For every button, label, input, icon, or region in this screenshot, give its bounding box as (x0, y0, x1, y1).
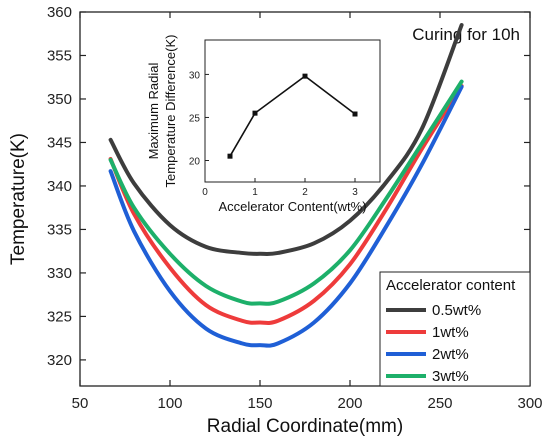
inset-y-axis-title-line1: Maximum Radial (146, 62, 161, 159)
inset-data-point (227, 153, 233, 159)
y-tick-label: 320 (47, 352, 72, 369)
legend-label-3: 3wt% (432, 368, 469, 385)
inset-data-point (302, 73, 308, 79)
curing-annotation: Curing for 10h (412, 25, 520, 44)
inset-y-tick-label: 20 (189, 156, 201, 167)
inset-plot: 0 1 2 3 20 25 30 Accelerator Content(wt%) Maximu… (146, 35, 381, 214)
legend-title: Accelerator content (386, 277, 516, 294)
inset-y-tick-label: 30 (189, 70, 201, 81)
y-tick-label: 335 (47, 221, 72, 238)
inset-data-point (252, 110, 258, 116)
legend: Accelerator content 0.5wt% 1wt% 2wt% 3wt% (379, 271, 531, 387)
x-tick-label: 50 (72, 395, 89, 412)
inset-data-point (352, 111, 358, 117)
y-tick-label: 330 (47, 265, 72, 282)
legend-label-1: 1wt% (432, 324, 469, 341)
inset-series-line (229, 75, 356, 157)
inset-y-tick-label: 25 (189, 113, 201, 124)
inset-y-axis-title-line2: Temperature Difference(K) (163, 35, 178, 188)
y-tick-label: 355 (47, 47, 72, 64)
series-line-3 (108, 79, 464, 306)
y-tick-label: 350 (47, 91, 72, 108)
y-tick-label: 345 (47, 134, 72, 151)
x-tick-label: 250 (427, 395, 452, 412)
inset-x-tick-label: 1 (252, 187, 258, 198)
inset-x-tick-label: 2 (302, 187, 308, 198)
plot-frame (79, 11, 531, 387)
legend-label-2: 2wt% (432, 346, 469, 363)
x-tick-label: 150 (247, 395, 272, 412)
legend-box (379, 271, 531, 387)
inset-x-tick-label: 0 (202, 187, 208, 198)
series-line-0 (108, 23, 464, 257)
y-tick-label: 340 (47, 178, 72, 195)
x-tick-label: 300 (517, 395, 542, 412)
series-line-1 (108, 83, 464, 325)
main-plot: 50 100 150 200 250 30032032533033534034535035… (8, 4, 543, 437)
inset-x-tick-label: 3 (352, 187, 358, 198)
x-axis-title: Radial Coordinate(mm) (207, 416, 403, 437)
y-tick-label: 360 (47, 4, 72, 21)
x-tick-label: 200 (337, 395, 362, 412)
legend-label-0: 0.5wt% (432, 302, 481, 319)
x-tick-label: 100 (157, 395, 182, 412)
inset-frame (204, 39, 381, 183)
y-axis-title: Temperature(K) (8, 133, 29, 265)
inset-x-axis-title: Accelerator Content(wt%) (218, 199, 366, 214)
series-line-2 (108, 84, 464, 348)
y-tick-label: 325 (47, 308, 72, 325)
